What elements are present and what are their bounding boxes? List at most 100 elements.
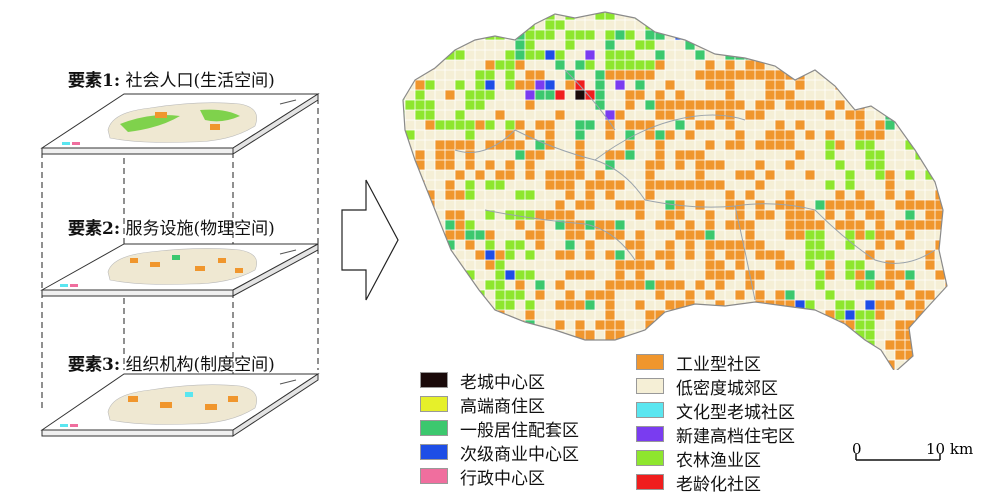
legend-item: 低密度城郊区 bbox=[636, 376, 778, 399]
map-cell bbox=[665, 130, 675, 140]
map-cell bbox=[435, 140, 445, 150]
map-cell bbox=[755, 160, 765, 170]
map-cell bbox=[405, 130, 415, 140]
map-cell bbox=[895, 50, 905, 60]
map-cell bbox=[785, 290, 795, 300]
map-cell bbox=[905, 120, 915, 130]
map-cell bbox=[435, 270, 445, 280]
map-cell bbox=[645, 310, 655, 320]
map-cell bbox=[885, 280, 895, 290]
map-cell bbox=[915, 60, 925, 70]
map-cell bbox=[845, 180, 855, 190]
map-cell bbox=[735, 70, 745, 80]
map-cell bbox=[755, 320, 765, 330]
map-cell bbox=[545, 20, 555, 30]
map-cell bbox=[645, 100, 655, 110]
map-cell bbox=[865, 280, 875, 290]
map-cell bbox=[815, 320, 825, 330]
map-cell bbox=[775, 40, 785, 50]
map-cell bbox=[475, 170, 485, 180]
map-cell bbox=[925, 100, 935, 110]
map-cell bbox=[885, 170, 895, 180]
map-cell bbox=[455, 110, 465, 120]
map-cell bbox=[515, 240, 525, 250]
map-cell bbox=[705, 340, 715, 350]
map-cell bbox=[535, 280, 545, 290]
map-cell bbox=[595, 70, 605, 80]
map-cell bbox=[605, 180, 615, 190]
map-cell bbox=[585, 190, 595, 200]
grid-map bbox=[402, 11, 948, 370]
map-cell bbox=[865, 80, 875, 90]
map-cell bbox=[735, 20, 745, 30]
map-cell bbox=[415, 320, 425, 330]
map-cell bbox=[485, 210, 495, 220]
map-cell bbox=[445, 120, 455, 130]
map-cell bbox=[485, 90, 495, 100]
map-cell bbox=[403, 300, 405, 310]
map-cell bbox=[415, 60, 425, 70]
map-cell bbox=[555, 50, 565, 60]
map-cell bbox=[945, 80, 947, 90]
map-cell bbox=[765, 80, 775, 90]
map-cell bbox=[535, 210, 545, 220]
layer-plate-2 bbox=[40, 243, 319, 297]
map-cell bbox=[625, 60, 635, 70]
map-cell bbox=[675, 230, 685, 240]
map-cell bbox=[825, 130, 835, 140]
map-cell bbox=[485, 160, 495, 170]
map-cell bbox=[455, 12, 465, 20]
map-cell bbox=[885, 260, 895, 270]
map-cell bbox=[845, 200, 855, 210]
map-cell bbox=[445, 290, 455, 300]
map-cell bbox=[495, 270, 505, 280]
map-cell bbox=[815, 12, 825, 20]
map-cell bbox=[905, 320, 915, 330]
map-cell bbox=[415, 150, 425, 160]
map-cell bbox=[665, 320, 675, 330]
map-cell bbox=[835, 310, 845, 320]
map-cell bbox=[865, 360, 875, 370]
map-cell bbox=[605, 110, 615, 120]
map-cell bbox=[765, 12, 775, 20]
map-cell bbox=[915, 80, 925, 90]
map-cell bbox=[905, 210, 915, 220]
map-cell bbox=[505, 140, 515, 150]
map-cell bbox=[845, 220, 855, 230]
map-cell bbox=[595, 90, 605, 100]
map-cell bbox=[665, 220, 675, 230]
map-cell bbox=[615, 180, 625, 190]
map-cell bbox=[615, 50, 625, 60]
map-cell bbox=[485, 250, 495, 260]
map-cell bbox=[515, 190, 525, 200]
map-cell bbox=[655, 60, 665, 70]
map-cell bbox=[765, 70, 775, 80]
map-cell bbox=[885, 270, 895, 280]
map-cell bbox=[885, 180, 895, 190]
map-cell bbox=[715, 100, 725, 110]
map-cell bbox=[685, 150, 695, 160]
map-cell bbox=[465, 240, 475, 250]
map-cell bbox=[855, 190, 865, 200]
map-cell bbox=[825, 210, 835, 220]
map-cell bbox=[725, 140, 735, 150]
legend-label: 老龄化社区 bbox=[676, 474, 761, 495]
map-cell bbox=[465, 330, 475, 340]
map-cell bbox=[535, 90, 545, 100]
map-cell bbox=[825, 270, 835, 280]
map-cell bbox=[935, 340, 945, 350]
map-cell bbox=[895, 340, 905, 350]
map-cell bbox=[765, 100, 775, 110]
map-cell bbox=[825, 310, 835, 320]
map-cell bbox=[775, 140, 785, 150]
map-cell bbox=[815, 200, 825, 210]
map-cell bbox=[615, 60, 625, 70]
legend-label: 行政中心区 bbox=[460, 468, 545, 489]
map-cell bbox=[745, 320, 755, 330]
map-cell bbox=[645, 260, 655, 270]
map-cell bbox=[575, 30, 585, 40]
map-cell bbox=[815, 40, 825, 50]
map-cell bbox=[625, 150, 635, 160]
map-cell bbox=[725, 240, 735, 250]
map-cell bbox=[635, 80, 645, 90]
